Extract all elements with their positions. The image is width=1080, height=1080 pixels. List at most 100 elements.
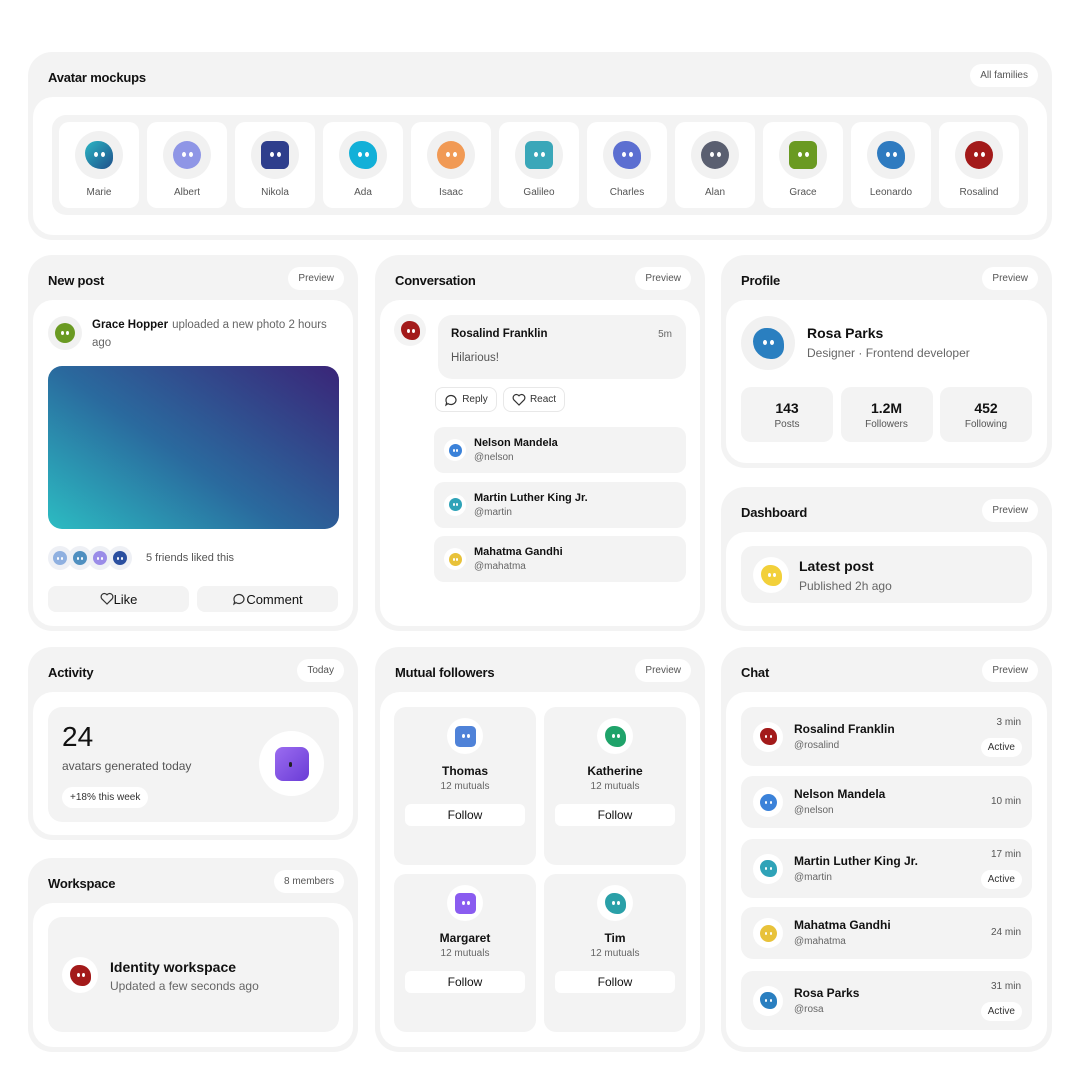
panel: Latest post Published 2h ago [726,532,1047,626]
avatar-eye [77,557,79,560]
badge[interactable]: Preview [982,659,1038,682]
chat-time: 3 min [996,717,1021,728]
follow-button[interactable]: Follow [555,971,675,993]
avatar-shape [261,141,289,169]
post-text: Grace Hopper uploaded a new photo 2 hours… [92,316,337,352]
message-action[interactable]: Reply [435,387,497,412]
avatar [753,985,783,1016]
badge[interactable]: All families [970,64,1038,87]
avatar [62,957,98,993]
avatar-eye [764,800,767,804]
chat-time: 17 min [990,849,1021,860]
avatar-tile[interactable]: Isaac [411,122,491,208]
post-button[interactable]: Like [48,586,189,612]
avatar [955,131,1003,179]
reply-item[interactable]: Martin Luther King Jr. @martin [434,481,686,528]
avatar-tile[interactable]: Charles [587,122,667,208]
chat-item[interactable]: Mahatma Gandhi @mahatma 24 min [741,907,1032,959]
avatar [447,718,483,754]
avatar [339,131,387,179]
reply-item[interactable]: Nelson Mandela @nelson [434,427,686,473]
avatar-eye [446,152,450,157]
avatar-tile[interactable]: Grace [763,122,843,208]
badge[interactable]: Today [297,659,344,682]
card-title: Dashboard [741,505,808,520]
card-title: New post [48,273,105,288]
badge[interactable]: Preview [635,267,691,290]
avatar-eye [762,339,767,345]
message-action-label: Reply [462,394,488,405]
avatar-eye [798,152,802,157]
post-author[interactable]: Grace Hopper [92,319,169,331]
avatar-tile[interactable]: Ada [323,122,403,208]
avatar-shape [604,725,626,747]
follower-card: Thomas 12 mutuals Follow [394,707,536,865]
badge[interactable]: 8 members [273,870,344,893]
chat-item[interactable]: Rosa Parks @rosa 31 min Active [741,971,1032,1030]
avatar-shape [604,892,626,914]
avatar-tile[interactable]: Galileo [499,122,579,208]
avatar [163,131,211,179]
reply-item[interactable]: Mahatma Gandhi @mahatma [434,536,686,582]
activity-box: 24 avatars generated today +18% this week [48,707,339,822]
avatar-eye [411,328,415,333]
badge[interactable]: Preview [635,659,691,682]
avatar [515,131,563,179]
avatar [779,131,827,179]
avatar-name: Leonardo [869,187,913,198]
stat-label: Followers [865,419,908,430]
reply-handle: @martin [474,506,512,518]
avatar-eye [452,557,455,561]
chat-name: Martin Luther King Jr. [794,853,919,868]
chat-item[interactable]: Rosalind Franklin @rosalind 3 min Active [741,707,1032,766]
avatar-eye [358,152,362,157]
chat-item[interactable]: Martin Luther King Jr. @martin 17 min Activ… [741,839,1032,898]
avatar-eye [772,572,776,577]
avatar-tile[interactable]: Albert [147,122,227,208]
likes-text: 5 friends liked this [146,552,235,564]
avatar-eye [767,572,771,577]
message-action[interactable]: React [503,387,565,412]
avatar-eye [616,733,620,738]
workspace-box[interactable]: Identity workspace Updated a few seconds … [48,917,339,1032]
avatar-eye [534,152,538,157]
stat-label: Following [964,419,1008,430]
post-button[interactable]: Comment [197,586,338,612]
avatar-tile[interactable]: Nikola [235,122,315,208]
chat-status: Active [980,870,1022,889]
avatar [691,131,739,179]
avatar-tile[interactable]: Leonardo [851,122,931,208]
chat-handle: @martin [794,871,832,883]
avatar-eye [886,152,890,157]
workspace-sub: Updated a few seconds ago [110,979,259,993]
badge[interactable]: Preview [982,267,1038,290]
avatar-eye [805,152,809,157]
avatar-name: Albert [173,187,201,198]
follow-button[interactable]: Follow [405,804,525,826]
follow-button[interactable]: Follow [405,971,525,993]
dashboard-item[interactable]: Latest post Published 2h ago [741,546,1032,603]
badge[interactable]: Preview [982,499,1038,522]
avatar [753,721,783,752]
avatar [753,853,783,884]
avatar-tile[interactable]: Marie [59,122,139,208]
chat-item[interactable]: Nelson Mandela @nelson 10 min [741,776,1032,828]
avatar-eye [466,900,470,905]
post-action: uploaded a new photo 2 hours ago [92,319,327,349]
follow-button[interactable]: Follow [555,804,675,826]
avatar-eye [66,331,69,335]
panel: Rosa Parks Designer · Frontend developer 1… [726,300,1047,463]
avatar-name: Grace [789,187,817,198]
avatar-eye [616,900,620,905]
badge[interactable]: Preview [288,267,344,290]
avatar-tile[interactable]: Alan [675,122,755,208]
chat-name: Mahatma Gandhi [794,918,891,932]
avatar-shape [55,323,75,343]
avatar-eye [97,557,99,560]
card: Dashboard Preview Latest post Published 2h … [721,487,1052,631]
chat-handle: @rosalind [794,739,840,751]
activity-label: avatars generated today [62,759,192,773]
avatar-tile[interactable]: Rosalind [939,122,1019,208]
avatar-eye [769,800,772,804]
